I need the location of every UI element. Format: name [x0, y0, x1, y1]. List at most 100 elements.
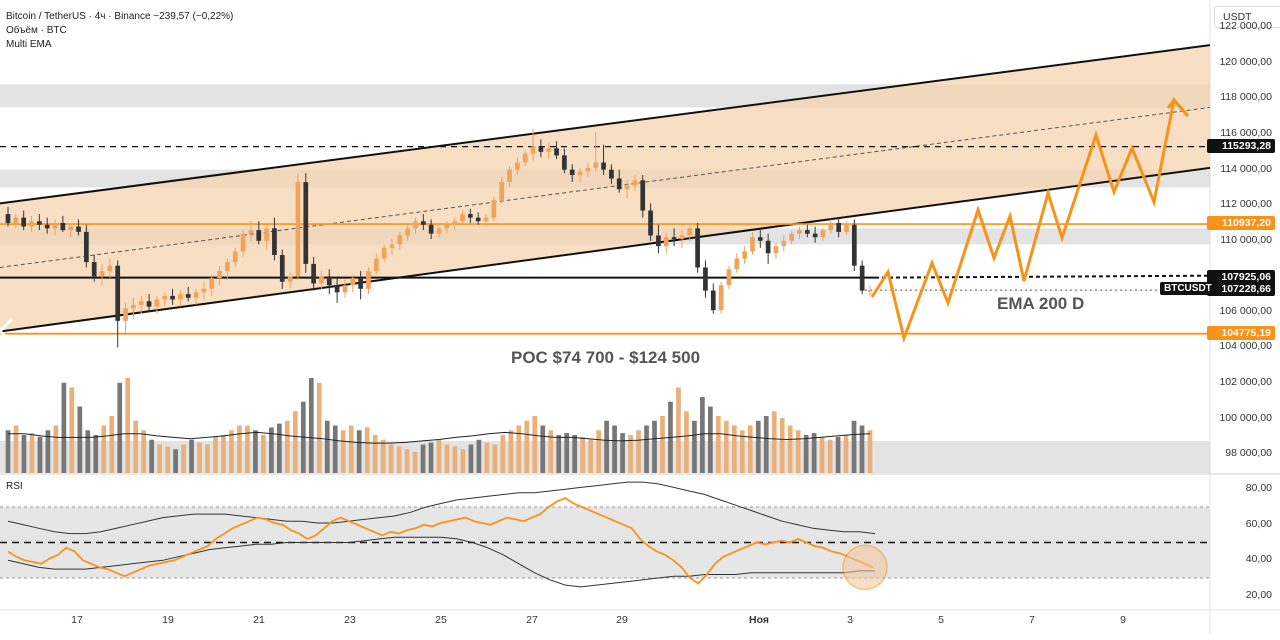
- candle: [593, 162, 599, 168]
- chevron-left-icon[interactable]: [0, 316, 20, 346]
- time-tick: 5: [938, 614, 944, 626]
- candle: [311, 263, 316, 284]
- candle: [718, 285, 724, 311]
- candle: [405, 228, 411, 236]
- volume-bar: [811, 433, 817, 473]
- volume-bar: [348, 425, 354, 473]
- candle: [256, 230, 262, 241]
- ema-legend: Multi EMA: [6, 39, 52, 50]
- volume-bar: [229, 430, 234, 473]
- candle: [397, 235, 403, 245]
- candle: [836, 222, 842, 232]
- price-label: 110937,20: [1207, 216, 1275, 231]
- price-tick: 112 000,00: [1220, 198, 1272, 211]
- candle: [687, 228, 693, 236]
- volume-legend: Объём · BTC: [6, 25, 67, 36]
- candle: [413, 221, 418, 229]
- volume-bar: [316, 382, 322, 473]
- volume-bar: [787, 425, 793, 473]
- ema-annotation: EMA 200 D: [997, 294, 1085, 313]
- candle: [170, 295, 175, 300]
- candle: [232, 251, 238, 263]
- price-tick: 120 000,00: [1219, 55, 1272, 68]
- candle: [131, 304, 136, 309]
- volume-bar: [277, 423, 282, 473]
- volume-bar: [380, 439, 386, 473]
- candle: [703, 267, 708, 291]
- volume-bar: [835, 436, 841, 473]
- volume-bar: [548, 430, 554, 473]
- candle: [569, 169, 575, 175]
- candle: [601, 162, 606, 170]
- candle: [68, 226, 74, 231]
- volume-bar: [819, 436, 825, 473]
- candle: [491, 199, 497, 218]
- candle: [773, 246, 779, 254]
- rsi-band-upper-line: [7, 481, 876, 535]
- candle: [585, 167, 591, 172]
- volume-bar: [53, 425, 59, 473]
- candle: [138, 301, 144, 305]
- price-tick: 114 000,00: [1220, 162, 1272, 175]
- volume-bar: [644, 425, 649, 473]
- volume-bar: [356, 430, 362, 473]
- rsi-tick: 20,00: [1245, 588, 1272, 601]
- volume-bar: [779, 417, 785, 473]
- volume-bar: [173, 449, 178, 473]
- volume-bar: [269, 427, 274, 473]
- volume-bar: [404, 449, 410, 473]
- candle: [695, 228, 700, 268]
- candle: [154, 299, 160, 307]
- volume-bar: [133, 420, 139, 473]
- volume-bar: [412, 452, 418, 473]
- volume-bar: [652, 420, 657, 473]
- candle: [640, 180, 646, 211]
- volume-bar: [332, 425, 338, 473]
- candle: [91, 262, 97, 277]
- volume-bar: [85, 430, 91, 473]
- price-label: 107228,66: [1207, 282, 1275, 297]
- candle: [812, 233, 818, 238]
- volume-bar: [436, 439, 442, 473]
- volume-bar: [5, 430, 11, 473]
- volume-bar: [708, 406, 713, 473]
- volume-bar: [492, 444, 498, 473]
- candle: [279, 255, 285, 282]
- time-tick: 27: [526, 614, 538, 626]
- volume-bar: [843, 435, 849, 473]
- candle: [460, 214, 465, 222]
- candle: [217, 271, 222, 279]
- candle: [726, 269, 732, 286]
- candle: [750, 237, 755, 252]
- candle: [209, 278, 215, 289]
- volume-bar: [723, 420, 729, 473]
- ticker-label: BTCUSDT: [1160, 282, 1216, 296]
- candle: [358, 278, 363, 289]
- volume-bar: [500, 435, 506, 473]
- volume-bar: [795, 430, 801, 473]
- volume-bar: [45, 430, 51, 473]
- candle: [162, 295, 168, 300]
- currency-selector[interactable]: USDT: [1214, 6, 1280, 28]
- candle: [115, 265, 121, 321]
- volume-bar: [364, 427, 370, 473]
- volume-bar: [141, 430, 147, 473]
- volume-bar: [556, 435, 562, 473]
- candle: [326, 276, 332, 286]
- candle: [828, 222, 834, 231]
- candle: [844, 224, 849, 232]
- candle: [616, 178, 622, 190]
- candle: [381, 247, 387, 259]
- volume-bar: [452, 446, 458, 473]
- volume-bar: [676, 387, 681, 473]
- volume-bar: [604, 420, 609, 473]
- volume-bar: [340, 430, 346, 473]
- candle: [178, 294, 183, 300]
- volume-bar: [700, 397, 705, 473]
- volume-bar: [101, 425, 107, 473]
- channel-upper-line: [0, 44, 1211, 205]
- candle: [342, 285, 348, 293]
- volume-ma-line: [8, 431, 871, 444]
